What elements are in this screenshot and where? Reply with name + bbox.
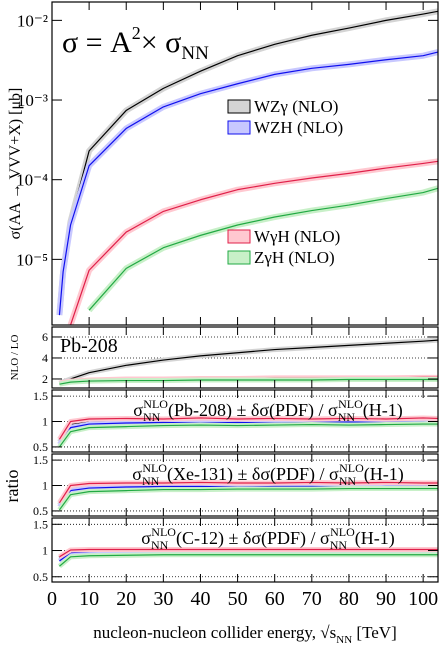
y-tick-label: 1 [42,479,48,493]
x-tick-label: 60 [265,588,285,610]
x-label-part: [TeV] [352,623,397,642]
chart-title: σ = A2× σNN [62,23,209,64]
x-axis-label: nucleon-nucleon collider energy, √sNN [T… [93,623,397,646]
series-line [88,187,438,311]
legend-label: WZH (NLO) [254,118,343,137]
legend-label: WZγ (NLO) [254,97,338,116]
series-line [58,423,438,448]
series-band [57,486,438,512]
plot-frame [51,1,439,326]
label-part: (Pb-208) ± δσ(PDF) / σ [168,400,338,421]
y-tick-label: 0.5 [33,440,48,454]
y-tick-label: 1.5 [33,389,48,403]
label-part: NN [338,410,356,424]
label-part: (C-12) ± δσ(PDF) / σ [176,528,330,549]
series-group [57,546,438,569]
x-label-part: s [330,623,337,642]
series-line [58,481,438,504]
series-line [58,51,438,316]
series-line [59,554,438,567]
y-axis-label: NLO / LO [9,335,21,381]
y-tick-label: 2 [42,372,48,386]
legend-swatch [227,120,251,135]
x-tick-label: 90 [376,588,396,610]
label-part: NN [339,474,357,488]
label-part: NN [330,538,348,552]
x-tick-label: 40 [190,588,210,610]
panel-label: Pb-208 [60,335,118,357]
legend-swatch [227,99,251,114]
legend-label: WγH (NLO) [254,227,340,246]
label-part: σ [133,400,143,420]
label-part: NLO [338,397,363,411]
series-line [69,160,438,325]
label-part: (H-1) [364,464,404,485]
y-tick-label: 0.5 [33,504,48,518]
x-tick-label: 100 [408,588,438,610]
legend-swatch [227,250,251,265]
series-group [57,415,438,449]
y-tick-label: 1.5 [33,517,48,531]
plot-frame [51,453,439,517]
series-line [58,417,438,440]
label-part: (H-1) [363,400,403,421]
y-tick-label: 10⁻² [17,11,48,30]
label-part: NLO [330,525,355,539]
y-tick-label: 10⁻⁵ [16,250,48,269]
x-tick-label: 30 [153,588,173,610]
series-group [57,479,438,512]
y-axis-label: σ(AA → VVV+X) [μb] [7,88,24,240]
legend-swatch [227,229,251,244]
series-line [59,339,438,384]
label-part: NLO [339,461,364,475]
series-line [59,548,438,558]
label-part: NLO [143,397,168,411]
x-tick-label: 20 [116,588,136,610]
title-part: σ = A [62,26,132,59]
series-group [56,8,438,325]
x-tick-label: 70 [302,588,322,610]
label-part: NLO [142,461,167,475]
title-part: × σ [141,26,182,59]
label-part: (Xe-131) ± δσ(PDF) / σ [167,464,339,485]
x-label-part: nucleon-nucleon collider energy, √ [93,623,330,642]
y-tick-label: 10⁻³ [17,91,48,110]
y-tick-label: 0.5 [33,570,48,584]
title-part: 2 [132,23,141,43]
panel-label: σNNNLO(C-12) ± δσ(PDF) / σNNNLO(H-1) [141,525,394,552]
x-tick-label: 80 [339,588,359,610]
series-band [57,552,438,569]
x-tick-label: 10 [79,588,99,610]
legend-label: ZγH (NLO) [254,248,335,267]
panel-label: σNNNLO(Pb-208) ± δσ(PDF) / σNNNLO(H-1) [133,397,403,424]
plot-frame [51,389,439,453]
panel-label: σNNNLO(Xe-131) ± δσ(PDF) / σNNNLO(H-1) [132,461,403,488]
series-line [58,487,438,511]
y-tick-label: 6 [42,330,48,344]
label-part: NN [151,538,169,552]
label-part: σ [132,464,142,484]
x-tick-label: 0 [47,588,57,610]
x-label-part: NN [336,634,352,646]
label-part: σ [141,528,151,548]
x-tick-label: 50 [228,588,248,610]
label-part: (H-1) [355,528,395,549]
y-tick-label: 4 [42,351,48,365]
y-tick-label: 1 [42,415,48,429]
y-tick-label: 1.5 [33,453,48,467]
y-tick-label: 1 [42,544,48,558]
y-tick-label: 10⁻⁴ [16,171,48,190]
label-part: NN [143,410,161,424]
series-band [57,421,438,449]
title-part: NN [181,43,209,64]
plot-frame [51,517,439,583]
y-axis-label: ratio [2,470,22,503]
label-part: NN [142,474,160,488]
label-part: NLO [151,525,176,539]
